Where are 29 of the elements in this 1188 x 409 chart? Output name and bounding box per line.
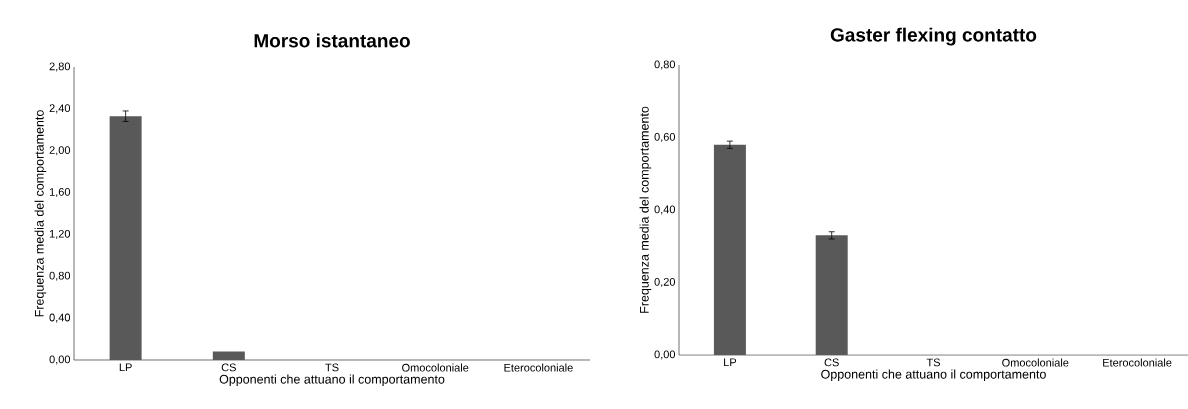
y-axis-title: Frequenza media del comportamento [34,110,47,317]
x-tick-label: Eterocoloniale [504,363,573,372]
y-tick-label: 0,00 [49,355,71,365]
y-tick-label: 2,80 [49,62,71,72]
x-tick-label: CS [824,358,839,367]
x-tick-label: Omocoloniale [402,363,469,372]
y-tick-label: 0,20 [654,277,676,288]
y-tick-label: 0,60 [654,132,676,143]
y-axis-title: Frequenza media del comportamento [639,106,652,313]
x-tick-label: LP [119,363,132,372]
y-tick-label: 2,40 [49,104,71,114]
x-tick-label: CS [221,363,236,372]
y-tick-label: 0,40 [49,313,71,323]
y-tick-label: 2,00 [49,146,71,156]
y-tick-label: 1,60 [49,188,71,198]
y-tick-label: 0,80 [654,60,676,70]
y-tick-label: 1,20 [49,229,71,239]
y-tick-label: 0,80 [49,271,71,281]
x-tick-label: LP [724,358,737,367]
x-axis-title: Opponenti che attuano il comportamento [821,369,1046,382]
x-tick-label: TS [325,363,339,372]
x-tick-label: TS [926,358,941,367]
y-tick-label: 0,40 [654,205,676,215]
chart-title: Morso istantaneo [254,33,410,48]
x-tick-label: Omocoloniale [1002,358,1069,367]
x-axis-title: Opponenti che attuano il comportamento [219,374,445,387]
chart-title: Gaster flexing contatto [830,27,1037,46]
x-tick-label: Eterocoloniale [1103,358,1172,367]
y-tick-label: 0,00 [654,350,676,360]
